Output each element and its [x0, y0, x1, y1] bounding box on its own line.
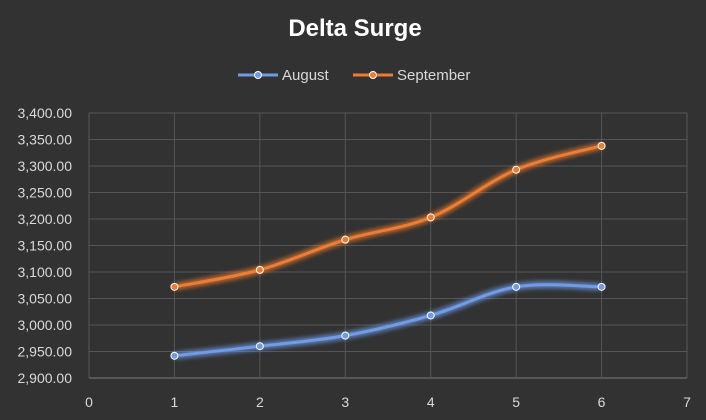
data-point: [341, 235, 350, 244]
y-axis: 2,900.00 2,950.00 3,000.00 3,050.00 3,100.00…: [18, 105, 73, 386]
x-tick-label: 7: [683, 394, 691, 410]
data-point: [426, 311, 435, 320]
series-group: [170, 141, 606, 360]
y-tick-label: 3,300.00: [18, 158, 73, 174]
y-tick-label: 2,950.00: [18, 344, 73, 360]
data-point: [512, 282, 521, 291]
x-tick-label: 0: [85, 394, 93, 410]
y-tick-label: 3,100.00: [18, 264, 73, 280]
y-tick-label: 3,400.00: [18, 105, 73, 121]
legend-marker-august: [254, 71, 262, 79]
y-tick-label: 3,250.00: [18, 185, 73, 201]
legend: August September: [238, 67, 470, 84]
y-tick-label: 3,050.00: [18, 291, 73, 307]
series-line: [174, 144, 602, 289]
x-tick-label: 2: [256, 394, 264, 410]
chart-title: Delta Surge: [288, 15, 421, 42]
y-tick-label: 3,150.00: [18, 238, 73, 254]
data-point: [512, 165, 521, 174]
x-tick-label: 1: [171, 394, 179, 410]
y-tick-label: 3,000.00: [18, 317, 73, 333]
x-axis: 0 1 2 3 4 5 6 7: [85, 394, 691, 410]
data-point: [341, 331, 350, 340]
series-line: [174, 283, 602, 358]
x-tick-label: 6: [598, 394, 606, 410]
data-point: [170, 351, 179, 360]
x-tick-label: 4: [427, 394, 435, 410]
y-tick-label: 2,900.00: [18, 370, 73, 386]
data-point: [426, 213, 435, 222]
series-september: [170, 141, 606, 291]
data-point: [255, 342, 264, 351]
data-point: [170, 282, 179, 291]
data-point: [597, 141, 606, 150]
legend-marker-september: [369, 71, 377, 79]
x-tick-label: 3: [341, 394, 349, 410]
y-tick-label: 3,200.00: [18, 211, 73, 227]
grid: [88, 112, 688, 379]
y-tick-label: 3,350.00: [18, 132, 73, 148]
series-august: [170, 282, 606, 360]
data-point: [255, 265, 264, 274]
legend-label-september: September: [397, 67, 470, 84]
legend-label-august: August: [282, 67, 330, 84]
data-point: [597, 282, 606, 291]
x-tick-label: 5: [512, 394, 520, 410]
